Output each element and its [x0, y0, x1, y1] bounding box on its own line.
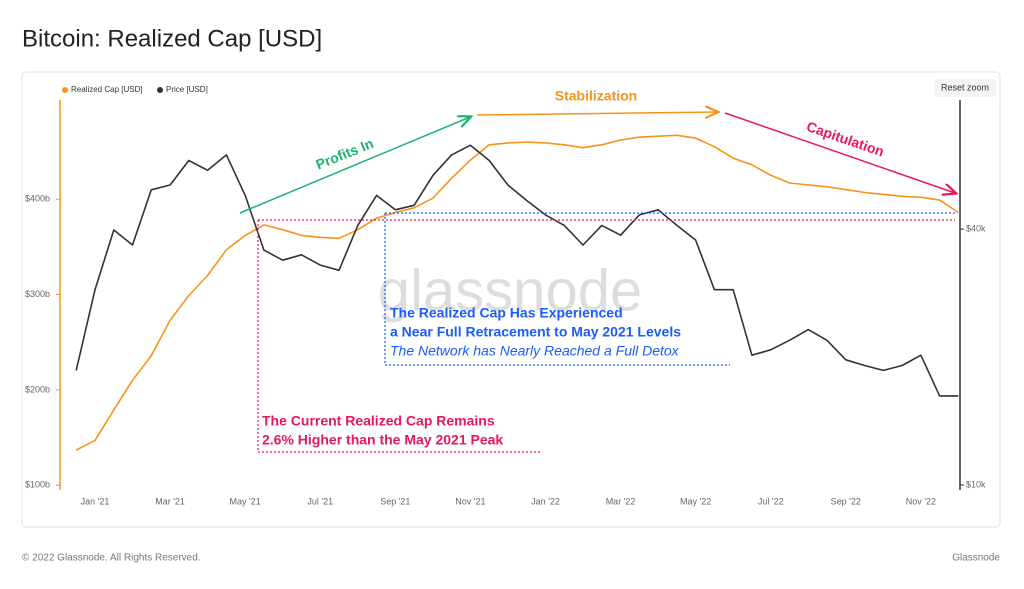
y-tick-label: $100b — [25, 480, 50, 490]
arrow-profits — [239, 117, 470, 214]
x-tick-label: Sep '21 — [380, 496, 410, 506]
annotation: 2.6% Higher than the May 2021 Peak — [262, 432, 503, 448]
watermark: glassnode — [378, 258, 642, 323]
pink-guide — [257, 219, 955, 453]
blue-guide — [384, 212, 955, 366]
reset-zoom-label[interactable]: Reset zoom — [941, 82, 989, 92]
annotation: The Network has Nearly Reached a Full De… — [390, 343, 680, 359]
x-tick-label: Nov '21 — [455, 496, 485, 506]
series-line — [75, 144, 959, 397]
annotation: Stabilization — [555, 88, 637, 104]
y-tick-label: $200b — [25, 384, 50, 394]
legend-label: Realized Cap [USD] — [71, 85, 143, 94]
y-tick-label: $400b — [25, 194, 50, 204]
annotation: The Realized Cap Has Experienced — [390, 305, 623, 321]
footer-brand: Glassnode — [952, 553, 1000, 564]
annotation: a Near Full Retracement to May 2021 Leve… — [390, 324, 681, 340]
x-tick-label: Jul '21 — [307, 496, 333, 506]
y-tick-label: $300b — [25, 289, 50, 299]
x-tick-label: Nov '22 — [906, 496, 936, 506]
annotation: The Current Realized Cap Remains — [262, 413, 495, 429]
x-tick-label: Jan '22 — [531, 496, 560, 506]
plot: $100b $200b $300b $400b $10k $40k Jan '21 Mar '… — [25, 85, 986, 506]
guides — [257, 212, 955, 453]
y2-tick-label: $40k — [966, 223, 986, 233]
x-tick-label: Jan '21 — [81, 496, 110, 506]
footer-copyright: © 2022 Glassnode. All Rights Reserved. — [22, 553, 201, 564]
legend-swatch — [62, 87, 68, 93]
arrow-stabilization — [476, 112, 717, 115]
legend-swatch — [157, 87, 163, 93]
reset-zoom-button[interactable] — [934, 79, 996, 97]
arrow-capitulation — [724, 112, 955, 193]
legend-label: Price [USD] — [166, 85, 208, 94]
x-tick-label: Sep '22 — [831, 496, 861, 506]
x-tick-label: May '21 — [230, 496, 261, 506]
x-tick-label: Mar '21 — [155, 496, 185, 506]
page-title: Bitcoin: Realized Cap [USD] — [22, 25, 322, 52]
chart-card — [21, 71, 1001, 528]
series-line — [75, 134, 959, 451]
x-tick-label: May '22 — [680, 496, 711, 506]
x-tick-label: Mar '22 — [606, 496, 636, 506]
y2-tick-label: $10k — [966, 479, 986, 489]
x-tick-label: Jul '22 — [758, 496, 784, 506]
